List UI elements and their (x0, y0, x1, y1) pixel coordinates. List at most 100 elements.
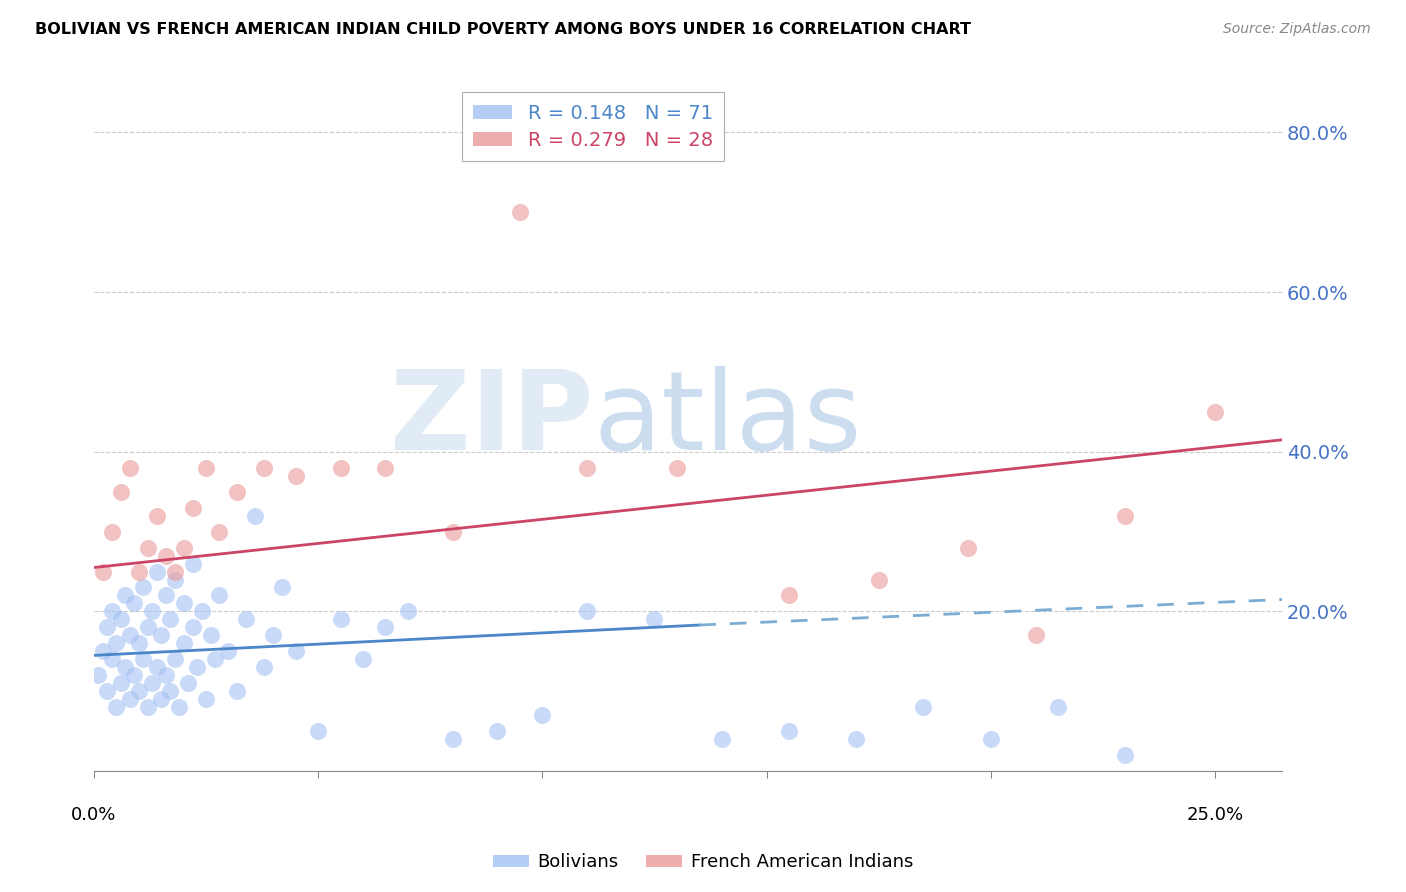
Point (173, 541, 195, 555)
Point (128, 565, 150, 579)
Point (173, 597, 195, 611)
Point (576, 604, 599, 618)
Point (190, 604, 212, 618)
Point (208, 589, 231, 603)
Point (912, 700, 935, 714)
Point (186, 660, 208, 674)
Point (91, 644, 114, 658)
Point (576, 460, 599, 475)
Point (145, 508, 167, 523)
Point (150, 692, 173, 706)
Point (181, 557, 204, 571)
Point (163, 573, 186, 587)
Point (96, 620, 118, 634)
Point (329, 460, 352, 475)
Point (665, 460, 688, 475)
Point (181, 620, 204, 634)
Point (284, 644, 307, 658)
Point (163, 652, 186, 666)
Point (1046, 700, 1069, 714)
Point (195, 460, 218, 475)
Point (150, 628, 173, 642)
Point (200, 628, 222, 642)
Point (141, 676, 163, 690)
Point (307, 724, 329, 739)
Point (141, 604, 163, 618)
Point (110, 484, 132, 499)
Point (1114, 748, 1136, 763)
Point (96, 684, 118, 698)
Point (132, 581, 155, 595)
Point (253, 460, 276, 475)
Point (105, 636, 128, 650)
Point (91, 565, 114, 579)
Point (396, 604, 419, 618)
Legend: R = 0.148   N = 71, R = 0.279   N = 28: R = 0.148 N = 71, R = 0.279 N = 28 (461, 92, 724, 161)
Point (957, 541, 980, 555)
Point (118, 692, 141, 706)
Point (980, 732, 1002, 747)
Point (87, 668, 110, 682)
Point (778, 724, 800, 739)
Point (778, 589, 800, 603)
Point (155, 668, 177, 682)
Point (845, 732, 868, 747)
Point (118, 628, 141, 642)
Point (101, 604, 124, 618)
Point (136, 541, 159, 555)
Point (710, 732, 733, 747)
Point (105, 700, 128, 714)
Point (173, 636, 195, 650)
Point (486, 724, 509, 739)
Point (226, 684, 249, 698)
Point (124, 597, 146, 611)
Point (128, 684, 150, 698)
Point (181, 500, 204, 515)
Point (114, 589, 136, 603)
Point (329, 612, 352, 626)
Text: 25.0%: 25.0% (1187, 806, 1243, 824)
Point (110, 612, 132, 626)
Point (284, 468, 307, 483)
Point (253, 660, 276, 674)
Point (374, 460, 396, 475)
Point (643, 612, 665, 626)
Point (145, 660, 167, 674)
Point (235, 612, 257, 626)
Point (217, 644, 239, 658)
Point (155, 549, 177, 563)
Point (262, 628, 284, 642)
Point (167, 700, 190, 714)
Point (110, 676, 132, 690)
Point (101, 652, 124, 666)
Point (271, 581, 294, 595)
Point (159, 684, 181, 698)
Point (868, 573, 890, 587)
Point (208, 524, 231, 539)
Point (1025, 628, 1047, 642)
Text: 0.0%: 0.0% (72, 806, 117, 824)
Text: BOLIVIAN VS FRENCH AMERICAN INDIAN CHILD POVERTY AMONG BOYS UNDER 16 CORRELATION: BOLIVIAN VS FRENCH AMERICAN INDIAN CHILD… (35, 22, 972, 37)
Point (132, 652, 155, 666)
Point (155, 589, 177, 603)
Point (245, 508, 267, 523)
Point (509, 205, 531, 219)
Point (136, 700, 159, 714)
Point (441, 732, 464, 747)
Point (226, 484, 249, 499)
Point (177, 676, 200, 690)
Point (163, 565, 186, 579)
Point (145, 565, 167, 579)
Point (352, 652, 374, 666)
Point (374, 620, 396, 634)
Point (1204, 405, 1226, 419)
Point (441, 524, 464, 539)
Point (531, 708, 554, 723)
Point (118, 460, 141, 475)
Point (1114, 508, 1136, 523)
Point (114, 660, 136, 674)
Point (128, 636, 150, 650)
Point (136, 620, 159, 634)
Text: ZIP: ZIP (389, 367, 593, 474)
Point (101, 524, 124, 539)
